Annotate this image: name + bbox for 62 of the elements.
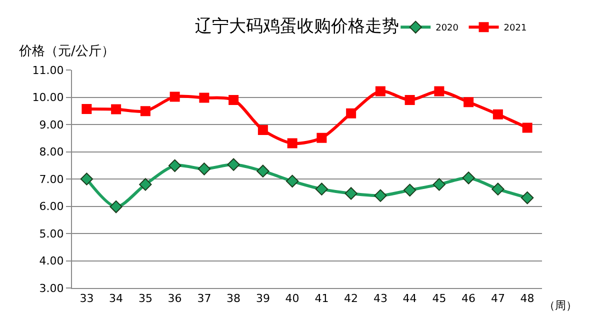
point: [492, 109, 503, 120]
point: [492, 182, 504, 196]
x-tick-label: 34: [109, 292, 124, 306]
point: [256, 164, 270, 178]
point: [432, 178, 446, 191]
x-tick-label: 42: [344, 292, 358, 306]
point: [404, 94, 415, 105]
x-tick-label: 38: [226, 292, 241, 306]
legend-label: 2021: [504, 24, 527, 34]
y-tick-label: 9.00: [39, 118, 64, 132]
point: [287, 138, 298, 148]
x-tick-label: 47: [490, 292, 505, 306]
point: [139, 178, 152, 191]
point: [346, 108, 356, 118]
x-tick-label: 41: [314, 292, 329, 306]
point: [80, 172, 94, 186]
y-tick-label: 8.00: [39, 146, 64, 159]
x-tick-label: 40: [285, 292, 300, 306]
x-tick-label: 33: [80, 292, 94, 306]
y-tick-label: 6.00: [39, 200, 64, 214]
point: [522, 122, 532, 133]
point: [140, 106, 150, 116]
x-tick-label: 44: [402, 292, 417, 306]
point: [82, 104, 92, 114]
x-tick-label: 35: [138, 292, 152, 306]
point: [199, 92, 210, 103]
y-tick-label: 10.00: [32, 91, 64, 104]
x-tick-label: 39: [256, 292, 270, 306]
x-tick-label: 43: [373, 292, 388, 306]
x-tick-label: 36: [168, 292, 182, 306]
point: [111, 104, 122, 114]
legend-label: 2020: [436, 24, 459, 34]
point: [227, 158, 240, 171]
y-tick-label: 4.00: [39, 254, 64, 268]
point: [170, 92, 180, 102]
point: [403, 184, 416, 197]
x-axis-title: （周）: [544, 299, 577, 312]
x-tick-label: 37: [197, 292, 212, 306]
point: [462, 172, 475, 184]
point: [375, 86, 386, 96]
x-tick-label: 45: [432, 292, 446, 306]
point: [374, 189, 387, 202]
point: [344, 187, 358, 200]
y-tick-label: 3.00: [39, 282, 64, 295]
y-tick-label: 5.00: [39, 227, 64, 240]
point: [168, 159, 182, 172]
point: [464, 97, 474, 108]
point: [198, 162, 211, 176]
y-tick-label: 7.00: [39, 172, 64, 186]
x-tick-label: 46: [462, 292, 476, 306]
point: [228, 94, 239, 105]
y-tick-label: 11.00: [32, 64, 64, 77]
point: [286, 174, 299, 188]
point: [258, 124, 268, 135]
point: [110, 200, 122, 214]
chart-title: 辽宁大码鸡蛋收购价格走势: [195, 16, 399, 37]
x-tick-label: 48: [520, 292, 534, 306]
y-axis-title: 价格（元/公斤）: [18, 44, 114, 59]
point: [316, 132, 327, 143]
point: [315, 182, 328, 196]
point: [520, 191, 534, 204]
point: [434, 86, 444, 96]
